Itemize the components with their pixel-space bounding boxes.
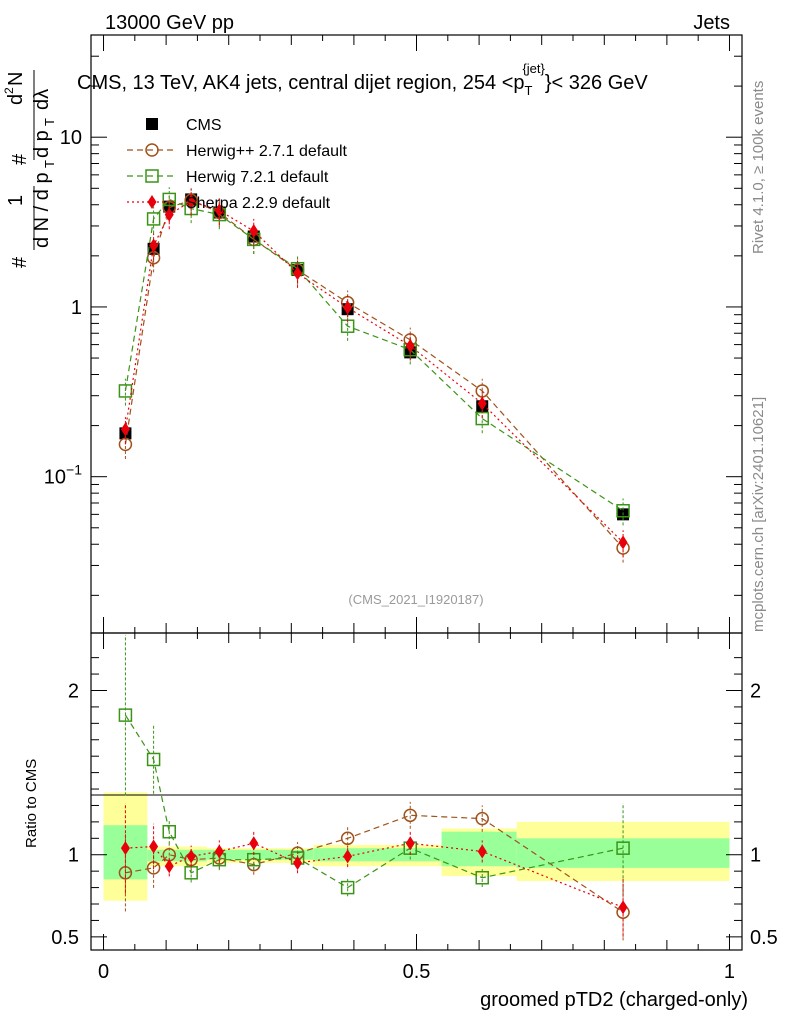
ratio-point-sherpa-2-2-9-default-1 bbox=[149, 839, 159, 854]
svg-text:N: N bbox=[5, 72, 27, 86]
ratio-y-label: Ratio to CMS bbox=[23, 759, 40, 848]
data-point-sherpa-2-2-9-default-0 bbox=[120, 422, 130, 437]
legend-item-cms: CMS bbox=[146, 117, 222, 134]
ratio-y-tick-label-right-2: 2 bbox=[750, 680, 761, 702]
ratio-series-herwig-7-2-1-default bbox=[118, 634, 630, 897]
ratio-y-tick-label-right-0: 0.5 bbox=[750, 927, 778, 949]
svg-text:dλ: dλ bbox=[31, 89, 53, 110]
ratio-point-sherpa-2-2-9-default-3 bbox=[186, 849, 196, 864]
ratio-y-tick-label-left-1: 1 bbox=[68, 845, 79, 867]
ratio-point-sherpa-2-2-9-default-8 bbox=[405, 836, 415, 851]
ratio-point-sherpa-2-2-9-default-6 bbox=[293, 855, 303, 870]
legend-marker-herwig-2-7-1-default bbox=[145, 143, 159, 157]
legend-item-herwig-7-2-1-default: Herwig 7.2.1 default bbox=[127, 169, 329, 186]
data-point-herwig-7-2-1-default-10 bbox=[616, 504, 630, 518]
ratio-series-sherpa-2-2-9-default bbox=[120, 803, 628, 937]
y-axis-label: # 1 d N / d p T # d 2 N d p T dλ bbox=[2, 70, 57, 268]
ratio-line-herwig-7-2-1-default bbox=[124, 714, 624, 889]
ratio-point-sherpa-2-2-9-default-0 bbox=[120, 841, 130, 856]
legend-marker-cms bbox=[146, 118, 158, 130]
plot-title-tail: }< 326 GeV bbox=[545, 72, 649, 94]
ratio-y-tick-label-left-2: 2 bbox=[68, 680, 79, 702]
data-point-herwig-7-2-1-default-1 bbox=[146, 212, 161, 226]
ratio-series-layer bbox=[118, 634, 630, 941]
y-tick-label-2: 10 bbox=[60, 127, 82, 149]
legend-item-herwig-2-7-1-default: Herwig++ 2.7.1 default bbox=[127, 143, 348, 160]
data-point-sherpa-2-2-9-default-9 bbox=[477, 396, 487, 411]
ratio-point-herwig-2-7-1-default-8 bbox=[403, 808, 417, 823]
ratio-point-sherpa-2-2-9-default-7 bbox=[343, 849, 353, 864]
legend-marker-sherpa-2-2-9-default bbox=[147, 195, 157, 209]
data-point-sherpa-2-2-9-default-8 bbox=[405, 338, 415, 353]
ratio-point-sherpa-2-2-9-default-9 bbox=[477, 844, 487, 859]
legend-label-herwig-7-2-1-default: Herwig 7.2.1 default bbox=[186, 169, 329, 186]
plot-title-sub: T bbox=[525, 83, 533, 98]
data-point-sherpa-2-2-9-default-4 bbox=[214, 203, 224, 218]
rivet-label: Rivet 4.1.0, ≥ 100k events bbox=[750, 81, 767, 254]
plot-title-sup: {jet} bbox=[522, 61, 545, 76]
axis-ticks: 0 0.5 1 10−1 1 10 0.5 0.5 1 1 2 2 bbox=[44, 34, 778, 983]
ratio-point-herwig-7-2-1-default-10 bbox=[616, 841, 630, 855]
category-label: Jets bbox=[693, 12, 730, 34]
legend-label-cms: CMS bbox=[186, 117, 222, 134]
x-axis-label: groomed pTD2 (charged-only) bbox=[480, 989, 748, 1011]
ratio-point-herwig-7-2-1-default-1 bbox=[146, 752, 161, 767]
site-label: mcplots.cern.ch [arXiv:2401.10621] bbox=[750, 397, 767, 632]
ratio-panel-frame bbox=[90, 632, 743, 951]
ratio-y-tick-label-right-1: 1 bbox=[750, 845, 761, 867]
legend: CMS Herwig++ 2.7.1 default Herwig 7.2.1 de… bbox=[127, 117, 348, 212]
ratio-point-herwig-2-7-1-default-9 bbox=[475, 811, 489, 826]
x-tick-label-1: 0.5 bbox=[403, 961, 431, 983]
svg-text:#: # bbox=[9, 153, 31, 165]
svg-text:T: T bbox=[42, 160, 57, 168]
legend-item-sherpa-2-2-9-default: Sherpa 2.2.9 default bbox=[127, 195, 331, 212]
series-line-sherpa-2-2-9-default bbox=[124, 200, 624, 543]
series-herwig-7-2-1-default bbox=[118, 187, 630, 526]
ratio-point-sherpa-2-2-9-default-4 bbox=[214, 844, 224, 859]
ratio-point-sherpa-2-2-9-default-10 bbox=[618, 900, 628, 915]
ratio-point-herwig-7-2-1-default-2 bbox=[162, 824, 176, 839]
plot-title: CMS, 13 TeV, AK4 jets, central dijet reg… bbox=[77, 61, 648, 98]
data-point-sherpa-2-2-9-default-6 bbox=[293, 266, 303, 281]
legend-marker-herwig-7-2-1-default bbox=[145, 169, 159, 183]
series-cms bbox=[119, 193, 630, 521]
data-point-sherpa-2-2-9-default-7 bbox=[343, 300, 353, 315]
svg-text:d p: d p bbox=[31, 130, 53, 158]
svg-text:2: 2 bbox=[2, 87, 16, 94]
x-tick-label-2: 1 bbox=[724, 961, 735, 983]
data-point-sherpa-2-2-9-default-10 bbox=[618, 535, 628, 550]
svg-text:1: 1 bbox=[5, 195, 27, 206]
energy-label: 13000 GeV pp bbox=[105, 12, 234, 34]
ratio-point-herwig-7-2-1-default-9 bbox=[475, 870, 489, 885]
y-tick-label-1: 1 bbox=[71, 297, 82, 319]
data-point-sherpa-2-2-9-default-2 bbox=[164, 207, 174, 222]
plot-title-main: CMS, 13 TeV, AK4 jets, central dijet reg… bbox=[77, 72, 525, 94]
stat-band-1 bbox=[147, 849, 207, 862]
legend-label-sherpa-2-2-9-default: Sherpa 2.2.9 default bbox=[186, 195, 331, 212]
ratio-y-tick-label-left-0: 0.5 bbox=[51, 927, 79, 949]
y-tick-label-0: 10−1 bbox=[44, 462, 82, 489]
svg-text:d N / d p: d N / d p bbox=[31, 172, 53, 248]
data-point-sherpa-2-2-9-default-5 bbox=[249, 224, 259, 239]
ratio-point-sherpa-2-2-9-default-5 bbox=[249, 836, 259, 851]
ratio-point-herwig-7-2-1-default-7 bbox=[340, 880, 355, 895]
data-point-herwig-7-2-1-default-0 bbox=[118, 384, 133, 398]
series-line-herwig-2-7-1-default bbox=[124, 199, 624, 549]
legend-label-herwig-2-7-1-default: Herwig++ 2.7.1 default bbox=[186, 143, 348, 160]
main-series-layer bbox=[118, 187, 630, 563]
svg-text:#: # bbox=[9, 256, 31, 268]
series-herwig-2-7-1-default bbox=[118, 188, 630, 563]
svg-text:T: T bbox=[42, 118, 57, 126]
series-sherpa-2-2-9-default bbox=[120, 188, 628, 558]
ratio-point-herwig-7-2-1-default-0 bbox=[118, 708, 133, 722]
data-point-sherpa-2-2-9-default-1 bbox=[149, 238, 159, 253]
data-point-herwig-7-2-1-default-2 bbox=[162, 192, 176, 207]
x-tick-label-0: 0 bbox=[98, 961, 109, 983]
ratio-point-sherpa-2-2-9-default-2 bbox=[164, 859, 174, 874]
ratio-point-herwig-2-7-1-default-7 bbox=[340, 831, 355, 846]
svg-text:d: d bbox=[5, 94, 27, 105]
data-point-sherpa-2-2-9-default-3 bbox=[186, 194, 196, 209]
analysis-label: (CMS_2021_I1920187) bbox=[348, 592, 483, 607]
